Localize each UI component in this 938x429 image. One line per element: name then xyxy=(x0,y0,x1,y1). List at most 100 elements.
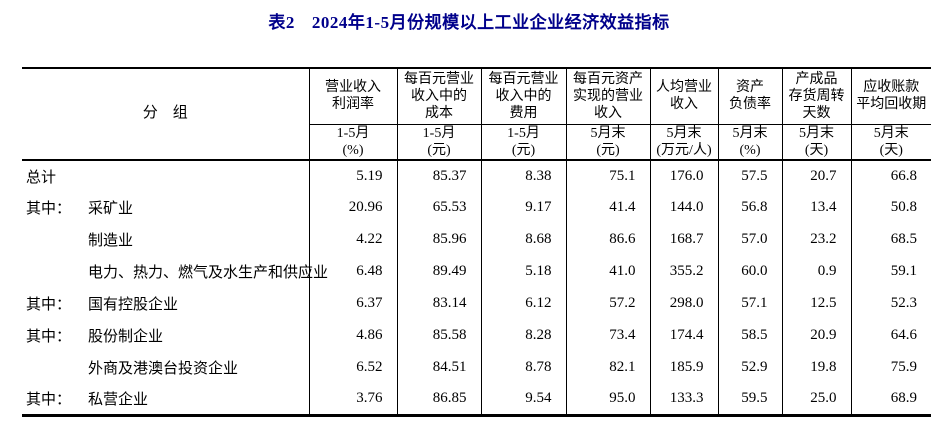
value-cell: 64.6 xyxy=(850,319,931,352)
value-cell: 176.0 xyxy=(649,159,718,192)
value-cell: 8.28 xyxy=(480,319,566,352)
row-label: 其中： 国有控股企业 xyxy=(22,288,309,320)
row-label-text: 电力、热力、燃气及水生产和供应业 xyxy=(88,265,329,281)
value-cell: 20.7 xyxy=(781,159,851,192)
value-cell: 6.48 xyxy=(308,255,397,288)
row-label: 电力、热力、燃气及水生产和供应业 xyxy=(22,256,328,288)
value-cell: 20.9 xyxy=(781,319,851,352)
table-row: 其中： 国有控股企业 6.37 83.14 6.12 57.2 298.0 57.1 12.5 5… xyxy=(22,287,931,320)
col-header-revenue-per-capita: 人均营业 收入 xyxy=(649,68,718,125)
value-cell: 355.2 xyxy=(649,255,718,288)
col-header-group: 分 组 xyxy=(22,68,309,161)
value-cell: 6.12 xyxy=(480,287,566,320)
table-row: 总计 5.19 85.37 8.38 75.1 176.0 57.5 20.7 66.8 xyxy=(22,159,931,192)
col-period-revenue-per-capita: 5月末 (万元/人) xyxy=(649,124,718,161)
table-row: 其中： 股份制企业 4.86 85.58 8.28 73.4 174.4 58.5 20.9 64… xyxy=(22,319,931,352)
col-header-asset-liability-ratio: 资产 负债率 xyxy=(717,68,782,125)
row-label-prefix: 其中： xyxy=(26,201,72,217)
value-cell: 8.78 xyxy=(480,351,566,384)
header-row-indicators: 分 组 营业收入 利润率 每百元营业 收入中的 成本 每百元营业 收入中的 费用… xyxy=(22,68,931,161)
value-cell: 83.14 xyxy=(396,287,481,320)
value-cell: 75.9 xyxy=(850,351,931,384)
indicators-table: 分 组 营业收入 利润率 每百元营业 收入中的 成本 每百元营业 收入中的 费用… xyxy=(22,67,931,417)
value-cell: 4.86 xyxy=(308,319,397,352)
table-row: 制造业 4.22 85.96 8.68 86.6 168.7 57.0 23.2 68.5 xyxy=(22,223,931,256)
row-label-text: 总计 xyxy=(26,169,57,186)
value-cell: 85.96 xyxy=(396,223,481,256)
value-cell: 5.18 xyxy=(480,255,566,288)
row-label: 总计 xyxy=(22,160,309,192)
value-cell: 95.0 xyxy=(565,383,650,416)
value-cell: 65.53 xyxy=(396,191,481,224)
col-period-inventory-turnover-days: 5月末 (天) xyxy=(781,124,851,161)
col-header-cost-per-100-revenue: 每百元营业 收入中的 成本 xyxy=(396,68,481,125)
row-label: 其中： 私营企业 xyxy=(22,384,309,416)
table-row: 其中： 采矿业 20.96 65.53 9.17 41.4 144.0 56.8 13.4 50.… xyxy=(22,191,931,224)
value-cell: 41.4 xyxy=(565,191,650,224)
value-cell: 57.0 xyxy=(717,223,782,256)
value-cell: 57.5 xyxy=(717,159,782,192)
value-cell: 58.5 xyxy=(717,319,782,352)
value-cell: 50.8 xyxy=(850,191,931,224)
table-row: 其中： 私营企业 3.76 86.85 9.54 95.0 133.3 59.5 25.0 68.… xyxy=(22,383,931,416)
value-cell: 25.0 xyxy=(781,383,851,416)
value-cell: 174.4 xyxy=(649,319,718,352)
value-cell: 52.9 xyxy=(717,351,782,384)
value-cell: 144.0 xyxy=(649,191,718,224)
table-title-text: 2024年1-5月份规模以上工业企业经济效益指标 xyxy=(311,13,670,32)
row-label-text: 国有控股企业 xyxy=(88,297,179,313)
col-period-expense-per-100-revenue: 1-5月 (元) xyxy=(480,124,566,161)
header-row-periods: 1-5月 (%) 1-5月 (元) 1-5月 (元) 5月末 (元) 5月末 (… xyxy=(22,124,931,161)
value-cell: 6.52 xyxy=(308,351,397,384)
value-cell: 75.1 xyxy=(565,159,650,192)
value-cell: 85.58 xyxy=(396,319,481,352)
col-period-cost-per-100-revenue: 1-5月 (元) xyxy=(396,124,481,161)
page-title: 表2 2024年1-5月份规模以上工业企业经济效益指标 xyxy=(0,8,938,33)
value-cell: 13.4 xyxy=(781,191,851,224)
value-cell: 23.2 xyxy=(781,223,851,256)
row-label-text: 股份制企业 xyxy=(88,329,164,345)
value-cell: 8.38 xyxy=(480,159,566,192)
value-cell: 3.76 xyxy=(308,383,397,416)
value-cell: 56.8 xyxy=(717,191,782,224)
value-cell: 0.9 xyxy=(781,255,851,288)
row-label: 制造业 xyxy=(22,224,309,256)
value-cell: 85.37 xyxy=(396,159,481,192)
value-cell: 57.1 xyxy=(717,287,782,320)
value-cell: 298.0 xyxy=(649,287,718,320)
col-header-revenue-per-100-assets: 每百元资产 实现的营业 收入 xyxy=(565,68,650,125)
col-header-inventory-turnover-days: 产成品 存货周转 天数 xyxy=(781,68,851,125)
col-period-profit-margin: 1-5月 (%) xyxy=(308,124,397,161)
value-cell: 86.85 xyxy=(396,383,481,416)
value-cell: 59.5 xyxy=(717,383,782,416)
row-label-prefix: 其中： xyxy=(26,329,72,345)
value-cell: 19.8 xyxy=(781,351,851,384)
col-period-receivables-collection: 5月末 (天) xyxy=(850,124,931,161)
row-label-text: 私营企业 xyxy=(88,392,149,409)
value-cell: 57.2 xyxy=(565,287,650,320)
row-label: 其中： 采矿业 xyxy=(22,192,309,224)
table-body: 总计 5.19 85.37 8.38 75.1 176.0 57.5 20.7 66.8 其中： 采… xyxy=(22,159,931,416)
table-row: 外商及港澳台投资企业 6.52 84.51 8.78 82.1 185.9 52.9 19.8… xyxy=(22,351,931,384)
value-cell: 60.0 xyxy=(717,255,782,288)
col-period-revenue-per-100-assets: 5月末 (元) xyxy=(565,124,650,161)
col-period-asset-liability-ratio: 5月末 (%) xyxy=(717,124,782,161)
value-cell: 133.3 xyxy=(649,383,718,416)
value-cell: 20.96 xyxy=(308,191,397,224)
col-header-expense-per-100-revenue: 每百元营业 收入中的 费用 xyxy=(480,68,566,125)
value-cell: 4.22 xyxy=(308,223,397,256)
value-cell: 168.7 xyxy=(649,223,718,256)
row-label-text: 采矿业 xyxy=(88,201,134,217)
value-cell: 6.37 xyxy=(308,287,397,320)
value-cell: 12.5 xyxy=(781,287,851,320)
value-cell: 68.9 xyxy=(850,383,931,416)
row-label-text: 外商及港澳台投资企业 xyxy=(88,361,239,377)
value-cell: 82.1 xyxy=(565,351,650,384)
value-cell: 68.5 xyxy=(850,223,931,256)
value-cell: 52.3 xyxy=(850,287,931,320)
value-cell: 84.51 xyxy=(396,351,481,384)
row-label-prefix: 其中： xyxy=(26,392,72,409)
table-number: 表2 xyxy=(268,13,295,32)
col-header-receivables-collection: 应收账款 平均回收期 xyxy=(850,68,931,125)
